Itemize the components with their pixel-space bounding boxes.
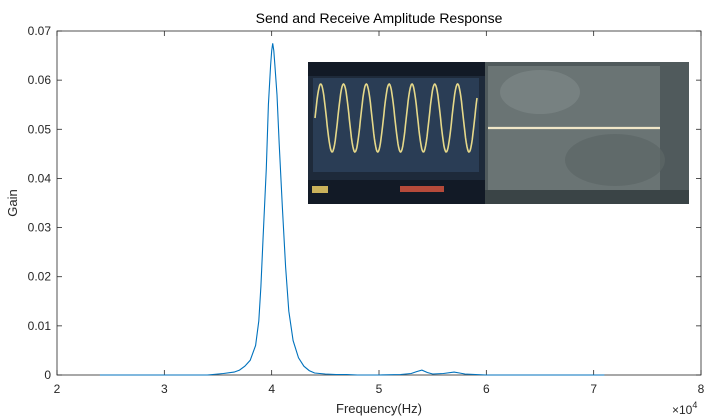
x-tick-label: 5 bbox=[376, 382, 383, 396]
x-tick-label: 8 bbox=[698, 382, 705, 396]
oscilloscope-channel-marker bbox=[312, 186, 328, 193]
x-axis-label: Frequency(Hz) bbox=[336, 401, 422, 416]
y-tick-label: 0.04 bbox=[28, 171, 52, 185]
oscilloscope-photo-inset bbox=[308, 62, 689, 204]
y-tick-label: 0.07 bbox=[28, 24, 52, 38]
x-tick-label: 6 bbox=[483, 382, 490, 396]
oscilloscope-right-footer bbox=[485, 190, 689, 204]
axis-ticks bbox=[56, 30, 702, 376]
x-multiplier-base: ×10 bbox=[672, 403, 693, 417]
y-tick-label: 0.02 bbox=[28, 270, 52, 284]
series-line-gain bbox=[99, 43, 605, 376]
oscilloscope-sine-trace bbox=[314, 82, 478, 154]
x-tick-label: 7 bbox=[590, 382, 597, 396]
screen-reflection bbox=[500, 70, 580, 114]
y-axis-label: Gain bbox=[5, 189, 20, 216]
oscilloscope-readout-marker bbox=[400, 186, 444, 192]
y-tick-label: 0.01 bbox=[28, 319, 52, 333]
x-multiplier-label: ×104 bbox=[672, 400, 697, 417]
oscilloscope-left-header bbox=[308, 62, 485, 76]
x-tick-label: 4 bbox=[268, 382, 275, 396]
tick-labels: 2 3 4 5 6 7 8 0 0.01 0.02 0.03 0.04 0.05 0.06 0.07 bbox=[28, 24, 705, 396]
screen-reflection bbox=[565, 134, 665, 186]
x-multiplier-exponent: 4 bbox=[692, 400, 697, 410]
y-tick-label: 0.05 bbox=[28, 122, 52, 136]
chart-title: Send and Receive Amplitude Response bbox=[256, 10, 503, 26]
x-tick-label: 2 bbox=[54, 382, 61, 396]
y-tick-label: 0 bbox=[44, 368, 51, 382]
x-tick-label: 3 bbox=[161, 382, 168, 396]
y-tick-label: 0.06 bbox=[28, 73, 52, 87]
oscilloscope-left-footer bbox=[308, 180, 485, 204]
y-tick-label: 0.03 bbox=[28, 221, 52, 235]
